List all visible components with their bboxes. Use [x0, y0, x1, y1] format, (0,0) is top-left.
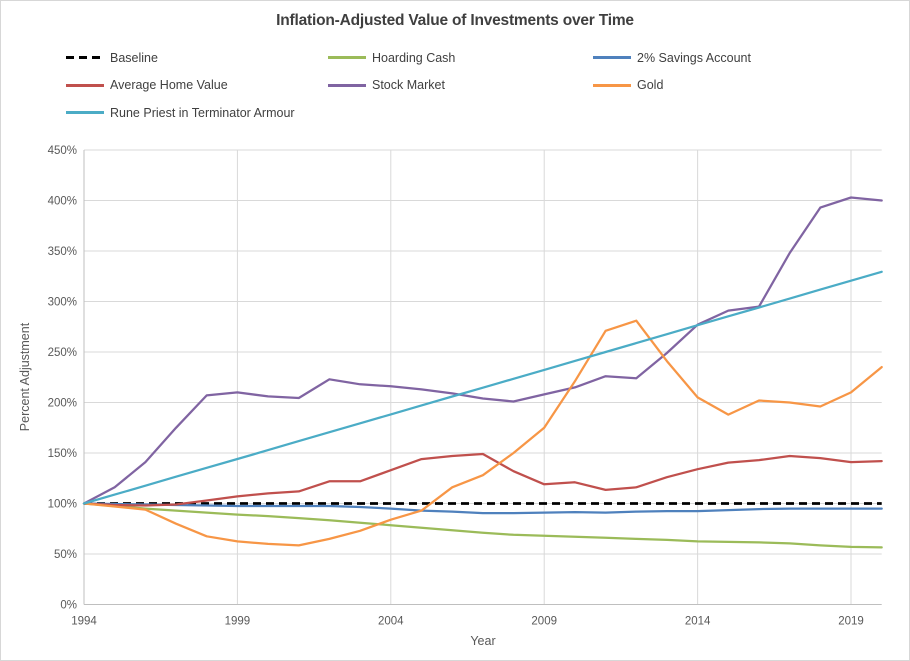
legend-swatch: [66, 111, 104, 115]
legend-label: Gold: [637, 78, 664, 93]
y-tick-label: 50%: [54, 549, 77, 561]
x-tick-label: 1994: [71, 616, 97, 628]
legend-swatch: [66, 83, 104, 87]
legend-label: Average Home Value: [110, 78, 228, 93]
legend-item-average-home-value: Average Home Value: [66, 78, 328, 92]
legend-swatch: [593, 56, 631, 60]
legend-item-gold: Gold: [593, 78, 751, 92]
x-axis-title: Year: [470, 634, 496, 648]
series-line-2-savings-account: [82, 502, 883, 515]
y-tick-label: 450%: [48, 145, 77, 157]
y-tick-label: 200%: [48, 398, 77, 410]
legend-label: Hoarding Cash: [372, 50, 456, 65]
x-tick-label: 2009: [531, 616, 557, 628]
legend-swatch: [66, 56, 104, 60]
y-tick-label: 300%: [48, 297, 77, 309]
legend-label: 2% Savings Account: [637, 50, 751, 65]
y-tick-label: 0%: [60, 600, 77, 612]
y-axis-title: Percent Adjustment: [18, 322, 32, 432]
legend-label: Rune Priest in Terminator Armour: [110, 105, 295, 120]
y-tick-label: 400%: [48, 196, 77, 208]
legend-item-baseline: Baseline: [66, 51, 328, 65]
chart-title: Inflation-Adjusted Value of Investments …: [276, 12, 634, 29]
x-tick-label: 1999: [225, 616, 251, 628]
series-line-stock-market: [82, 196, 883, 505]
series-line-average-home-value: [82, 452, 883, 507]
legend-item-hoarding-cash: Hoarding Cash: [328, 51, 593, 65]
y-tick-label: 150%: [48, 448, 77, 460]
x-tick-label: 2004: [378, 616, 404, 628]
series-line-rune-priest-in-terminator-armour: [82, 270, 883, 505]
legend-item-stock-market: Stock Market: [328, 78, 593, 92]
legend-item-2-savings-account: 2% Savings Account: [593, 51, 751, 65]
legend-label: Stock Market: [372, 78, 445, 93]
legend-item-rune-priest-in-terminator-armour: Rune Priest in Terminator Armour: [66, 106, 328, 120]
legend-swatch: [328, 83, 366, 87]
legend-label: Baseline: [110, 50, 158, 65]
y-tick-label: 100%: [48, 499, 77, 511]
series-line-hoarding-cash: [82, 502, 883, 549]
x-tick-label: 2019: [838, 616, 864, 628]
y-tick-label: 250%: [48, 347, 77, 359]
series-line-gold: [82, 319, 883, 547]
legend-swatch: [593, 83, 631, 87]
y-tick-label: 350%: [48, 246, 77, 258]
legend: Baseline Hoarding Cash 2% Savings Account A…: [66, 44, 751, 127]
x-tick-label: 2014: [685, 616, 711, 628]
legend-swatch: [328, 56, 366, 60]
